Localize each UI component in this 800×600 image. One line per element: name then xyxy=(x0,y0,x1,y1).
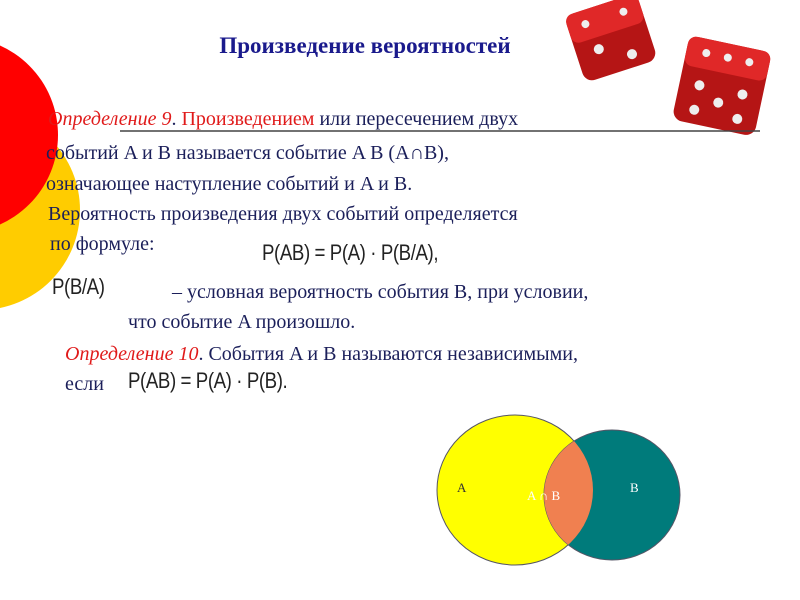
dice-icon xyxy=(566,0,771,135)
red-decor-circle xyxy=(0,45,58,225)
definition-10-line1: Определение 10. События A и B называются… xyxy=(65,343,578,366)
definition-10-if: если xyxy=(65,373,104,395)
definition-9-text: или пересечением двух xyxy=(314,108,519,130)
venn-label-a: A xyxy=(457,480,467,495)
venn-label-b: B xyxy=(630,480,639,495)
punct: . xyxy=(171,108,182,130)
definition-9-line5: по формуле: xyxy=(50,233,155,255)
venn-diagram xyxy=(436,414,681,566)
definition-9-line2: событий A и B называется событие A B (A∩… xyxy=(46,142,449,164)
term-product: Произведением xyxy=(181,108,315,130)
venn-intersection xyxy=(544,430,593,560)
slide-title: Произведение вероятностей xyxy=(219,33,511,58)
definition-9-line4: Вероятность произведения двух событий оп… xyxy=(48,203,518,225)
definition-10-label: Определение 10 xyxy=(65,343,199,365)
independence-formula: P(AB) = P(A) · P(B). xyxy=(128,368,288,393)
definition-9-label: Определение 9 xyxy=(48,108,172,130)
definition-10-text: . События A и B называются независимыми, xyxy=(198,343,578,365)
definition-9-line3: означающее наступление событий и A и B. xyxy=(46,173,413,195)
venn-label-intersection: A ∩ B xyxy=(527,488,561,503)
definition-9-line1: Определение 9. Произведением или пересеч… xyxy=(48,108,518,131)
product-formula: P(AB) = P(A) · P(B/A), xyxy=(262,240,439,265)
conditional-symbol: P(B/A) xyxy=(52,274,105,299)
conditional-text-1: – условная вероятность события B, при ус… xyxy=(172,281,589,303)
conditional-text-2: что событие A произошло. xyxy=(128,311,356,333)
